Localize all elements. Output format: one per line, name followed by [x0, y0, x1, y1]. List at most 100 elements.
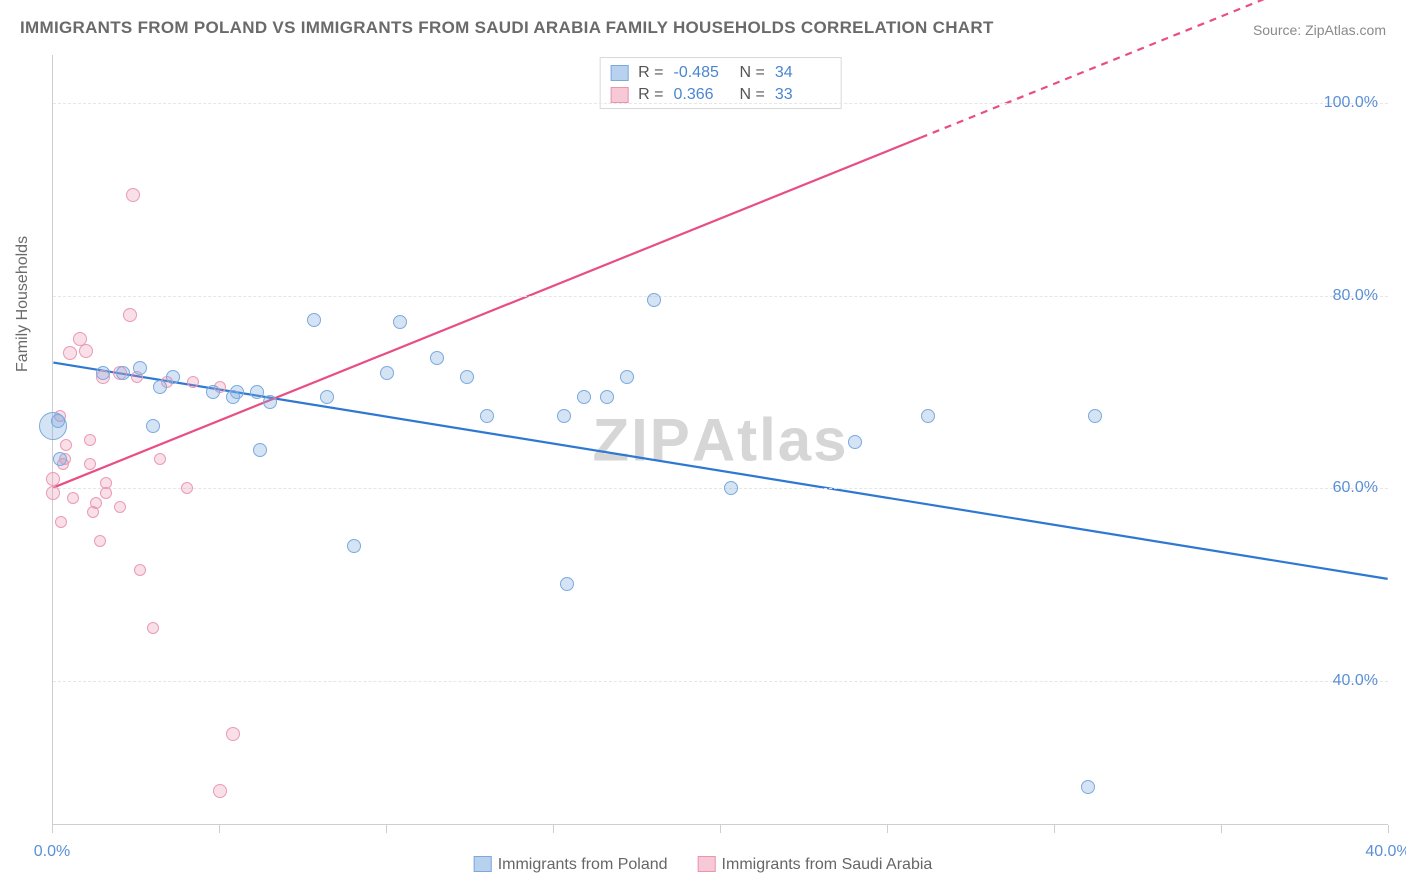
scatter-point-poland [557, 409, 571, 423]
y-tick-label: 60.0% [1333, 479, 1378, 497]
correlation-stats-box: R =-0.485N =34R =0.366N =33 [599, 57, 842, 109]
scatter-point-saudi [94, 535, 106, 547]
chart-title: IMMIGRANTS FROM POLAND VS IMMIGRANTS FRO… [20, 18, 994, 38]
scatter-point-poland [1088, 409, 1102, 423]
scatter-point-saudi [55, 516, 67, 528]
scatter-point-poland [480, 409, 494, 423]
chart-container: IMMIGRANTS FROM POLAND VS IMMIGRANTS FRO… [0, 0, 1406, 892]
scatter-point-poland [153, 380, 167, 394]
stats-row-poland: R = -0.485 N = 34 [610, 62, 831, 84]
x-tick-mark [1388, 825, 1389, 833]
trend-lines-layer [53, 55, 1388, 824]
x-tick-mark [1054, 825, 1055, 833]
scatter-point-poland [577, 390, 591, 404]
gridline-horizontal [53, 488, 1388, 489]
legend-swatch-poland [474, 856, 492, 872]
scatter-point-poland [347, 539, 361, 553]
scatter-point-saudi [213, 784, 227, 798]
scatter-point-poland [724, 481, 738, 495]
x-tick-label: 0.0% [34, 843, 70, 861]
gridline-horizontal [53, 103, 1388, 104]
scatter-point-poland [620, 370, 634, 384]
stats-n-label: N = [740, 62, 765, 84]
scatter-point-saudi [46, 486, 60, 500]
scatter-point-poland [166, 370, 180, 384]
scatter-point-poland [146, 419, 160, 433]
scatter-point-poland [230, 385, 244, 399]
scatter-point-saudi [147, 622, 159, 634]
scatter-point-poland [560, 577, 574, 591]
source-link[interactable]: ZipAtlas.com [1305, 22, 1386, 38]
scatter-point-saudi [90, 497, 102, 509]
scatter-point-poland [250, 385, 264, 399]
y-tick-label: 100.0% [1324, 94, 1378, 112]
stats-swatch-poland [610, 65, 628, 81]
legend-label-poland: Immigrants from Poland [498, 856, 668, 873]
x-tick-mark [52, 825, 53, 833]
scatter-point-saudi [123, 308, 137, 322]
x-tick-mark [1221, 825, 1222, 833]
scatter-point-poland [647, 293, 661, 307]
legend-item-saudi: Immigrants from Saudi Arabia [698, 856, 933, 874]
scatter-point-poland [921, 409, 935, 423]
x-tick-mark [386, 825, 387, 833]
legend-label-saudi: Immigrants from Saudi Arabia [722, 856, 933, 873]
scatter-point-poland [393, 315, 407, 329]
y-axis-label: Family Households [14, 236, 32, 372]
x-tick-label: 40.0% [1365, 843, 1406, 861]
scatter-point-poland [848, 435, 862, 449]
scatter-point-saudi [126, 188, 140, 202]
x-tick-mark [720, 825, 721, 833]
x-tick-mark [219, 825, 220, 833]
stats-n-value: 34 [775, 62, 831, 84]
stats-r-label: R = [638, 62, 663, 84]
y-tick-label: 40.0% [1333, 672, 1378, 690]
scatter-point-poland [320, 390, 334, 404]
y-tick-label: 80.0% [1333, 287, 1378, 305]
watermark-zip: ZIP [592, 406, 691, 473]
scatter-point-saudi [67, 492, 79, 504]
source-attribution: Source: ZipAtlas.com [1253, 22, 1386, 38]
scatter-point-poland [96, 366, 110, 380]
scatter-point-saudi [187, 376, 199, 388]
plot-area: ZIPAtlas R =-0.485N =34R =0.366N =33 40.… [52, 55, 1388, 825]
scatter-point-poland [1081, 780, 1095, 794]
watermark-atlas: Atlas [692, 406, 849, 473]
scatter-point-saudi [134, 564, 146, 576]
scatter-point-poland [600, 390, 614, 404]
scatter-point-saudi [226, 727, 240, 741]
scatter-point-saudi [63, 346, 77, 360]
scatter-point-saudi [84, 458, 96, 470]
scatter-point-saudi [181, 482, 193, 494]
scatter-point-saudi [79, 344, 93, 358]
scatter-point-saudi [46, 472, 60, 486]
gridline-horizontal [53, 681, 1388, 682]
scatter-point-saudi [100, 477, 112, 489]
scatter-point-saudi [60, 439, 72, 451]
legend: Immigrants from Poland Immigrants from Sa… [474, 856, 933, 874]
scatter-point-poland [263, 395, 277, 409]
scatter-point-poland [460, 370, 474, 384]
scatter-point-poland [253, 443, 267, 457]
x-tick-mark [887, 825, 888, 833]
scatter-point-poland [380, 366, 394, 380]
scatter-point-poland [53, 452, 67, 466]
scatter-point-poland [307, 313, 321, 327]
watermark-text: ZIPAtlas [592, 405, 848, 474]
stats-swatch-saudi [610, 87, 628, 103]
trend-line [53, 138, 920, 488]
gridline-horizontal [53, 296, 1388, 297]
scatter-point-saudi [114, 501, 126, 513]
legend-item-poland: Immigrants from Poland [474, 856, 668, 874]
scatter-point-saudi [154, 453, 166, 465]
scatter-point-poland [206, 385, 220, 399]
scatter-point-poland [51, 414, 65, 428]
source-prefix: Source: [1253, 22, 1305, 38]
x-tick-mark [553, 825, 554, 833]
stats-r-value: -0.485 [674, 62, 730, 84]
scatter-point-poland [430, 351, 444, 365]
scatter-point-poland [116, 366, 130, 380]
scatter-point-poland [133, 361, 147, 375]
scatter-point-saudi [84, 434, 96, 446]
legend-swatch-saudi [698, 856, 716, 872]
